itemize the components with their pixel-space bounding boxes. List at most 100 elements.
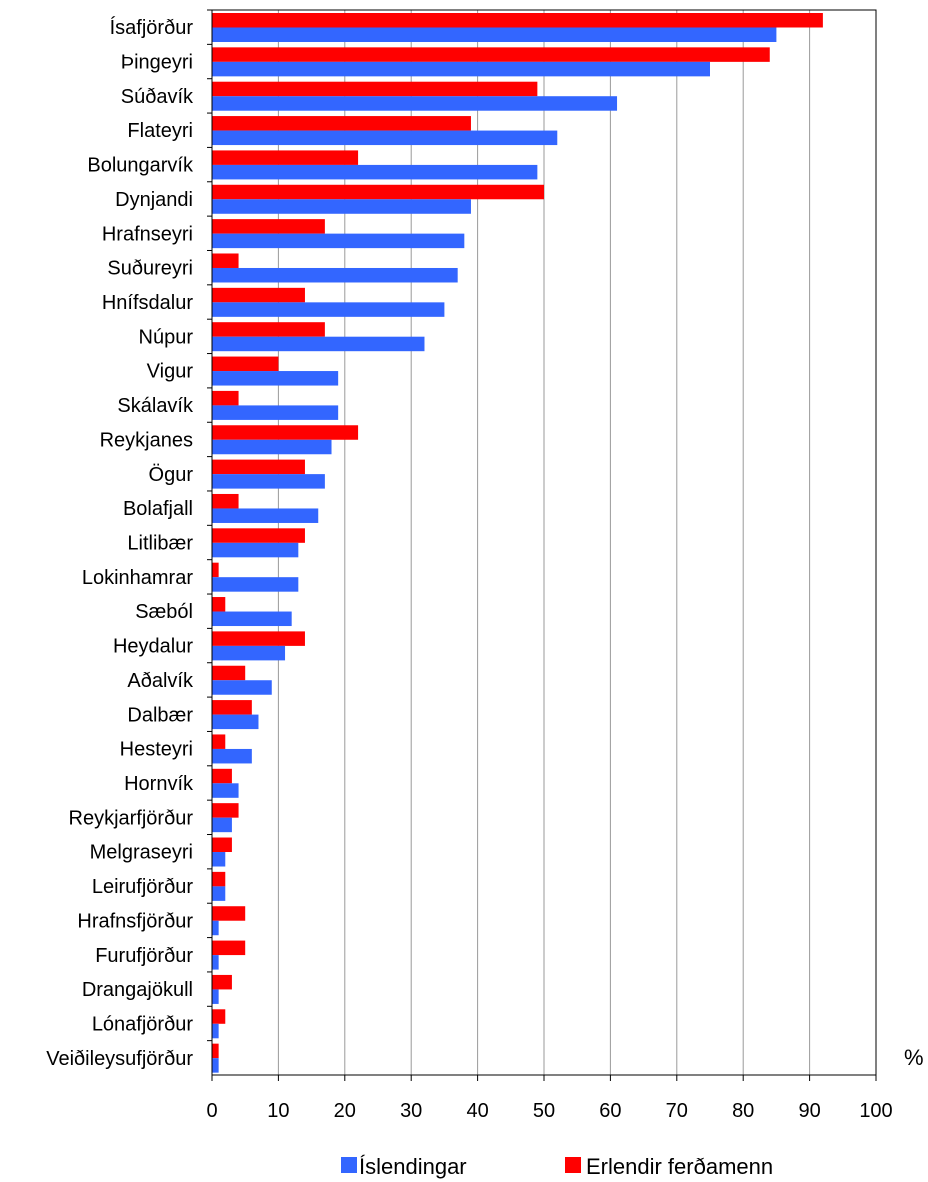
category-label: Reykjanes — [100, 429, 193, 451]
category-label: Bolungarvík — [87, 155, 194, 177]
bar-erlendir — [212, 13, 823, 28]
bar-islendingar — [212, 267, 458, 283]
category-label: Hornvík — [124, 773, 194, 795]
bar-erlendir — [212, 974, 232, 990]
bar-islendingar — [212, 1023, 219, 1039]
bar-erlendir — [212, 562, 219, 578]
bar-islendingar — [212, 27, 777, 42]
x-unit-label: % — [904, 1045, 924, 1070]
x-tick-label: 70 — [666, 1100, 688, 1122]
x-tick-label: 90 — [798, 1100, 820, 1122]
bar-islendingar — [212, 371, 339, 386]
x-tick-labels: 0 10 20 30 40 50 60 70 80 90 100 — [206, 1100, 892, 1122]
bar-erlendir — [212, 940, 246, 956]
bar-erlendir — [212, 47, 770, 62]
bar-erlendir — [212, 150, 359, 165]
category-label: Ísafjörður — [110, 16, 194, 39]
bar-islendingar — [212, 1058, 219, 1073]
category-label: Melgraseyri — [90, 842, 193, 864]
category-label: Hnífsdalur — [102, 292, 193, 314]
category-label: Súðavík — [121, 86, 194, 108]
bar-islendingar — [212, 508, 319, 523]
legend-swatch — [565, 1157, 581, 1173]
bar-erlendir — [212, 871, 226, 887]
x-tick-label: 100 — [859, 1100, 892, 1122]
bar-islendingar — [212, 199, 471, 214]
bar-islendingar — [212, 714, 259, 730]
bar-erlendir — [212, 631, 305, 646]
category-label: Ögur — [149, 464, 194, 486]
bar-erlendir — [212, 665, 246, 681]
bar-erlendir — [212, 803, 239, 818]
bar-erlendir — [212, 459, 305, 475]
category-label: Hrafnseyri — [102, 223, 193, 245]
x-tick-label: 50 — [533, 1100, 555, 1122]
bar-erlendir — [212, 425, 359, 440]
x-tick-label: 30 — [400, 1100, 422, 1122]
category-label: Furufjörður — [95, 945, 193, 967]
bar-islendingar — [212, 645, 286, 661]
bar-islendingar — [212, 405, 339, 420]
bar-islendingar — [212, 233, 465, 249]
bar-erlendir — [212, 700, 252, 715]
bar-erlendir — [212, 116, 471, 131]
bar-islendingar — [212, 164, 538, 180]
bar-islendingar — [212, 611, 292, 627]
category-label: Lónafjörður — [92, 1013, 194, 1035]
x-tick-label: 80 — [732, 1100, 754, 1122]
bar-islendingar — [212, 439, 332, 455]
category-label: Reykjarfjörður — [69, 807, 194, 829]
category-label: Núpur — [139, 326, 194, 348]
bar-islendingar — [212, 680, 272, 695]
category-label: Hesteyri — [120, 739, 193, 761]
bar-islendingar — [212, 474, 325, 489]
bar-erlendir — [212, 184, 544, 200]
bar-erlendir — [212, 493, 239, 509]
category-label: Dalbær — [127, 704, 193, 726]
category-label: Drangajökull — [82, 979, 193, 1001]
category-label: Þingeyri — [121, 52, 193, 74]
axes — [207, 9, 877, 1081]
x-tick-label: 0 — [206, 1100, 217, 1122]
category-labels: Ísafjörður Þingeyri Súðavík Flateyri Bolunga… — [46, 16, 194, 1070]
bar-erlendir — [212, 734, 226, 749]
bar-islendingar — [212, 302, 445, 317]
category-label: Aðalvík — [127, 670, 194, 692]
bar-islendingar — [212, 542, 299, 558]
bar-islendingar — [212, 852, 226, 867]
bar-islendingar — [212, 96, 618, 111]
category-label: Vigur — [147, 361, 194, 383]
category-label: Heydalur — [113, 636, 193, 658]
category-label: Flateyri — [127, 120, 193, 142]
category-label: Litlibær — [127, 533, 193, 555]
x-tick-label: 20 — [334, 1100, 356, 1122]
bar-erlendir — [212, 768, 232, 784]
bar-erlendir — [212, 390, 239, 406]
bar-erlendir — [212, 906, 246, 921]
bar-erlendir — [212, 219, 325, 234]
bar-erlendir — [212, 81, 538, 97]
bar-erlendir — [212, 837, 232, 853]
bar-islendingar — [212, 955, 219, 970]
bar-erlendir — [212, 597, 226, 612]
category-label: Lokinhamrar — [82, 567, 194, 589]
bar-erlendir — [212, 356, 279, 372]
bar-erlendir — [212, 1009, 226, 1024]
x-tick-label: 10 — [267, 1100, 289, 1122]
bar-islendingar — [212, 783, 239, 798]
legend: Íslendingar Erlendir ferðamenn — [341, 1154, 773, 1179]
legend-label: Erlendir ferðamenn — [586, 1154, 773, 1179]
bar-islendingar — [212, 989, 219, 1004]
bar-erlendir — [212, 322, 325, 337]
category-label: Hrafnsfjörður — [77, 910, 193, 932]
category-label: Bolafjall — [123, 498, 193, 520]
bars — [212, 13, 823, 1073]
category-label: Dynjandi — [115, 189, 193, 211]
category-label: Skálavík — [117, 395, 194, 417]
bar-islendingar — [212, 130, 558, 146]
bar-islendingar — [212, 577, 299, 592]
bar-erlendir — [212, 287, 305, 303]
bar-islendingar — [212, 817, 232, 833]
legend-swatch — [341, 1157, 357, 1173]
